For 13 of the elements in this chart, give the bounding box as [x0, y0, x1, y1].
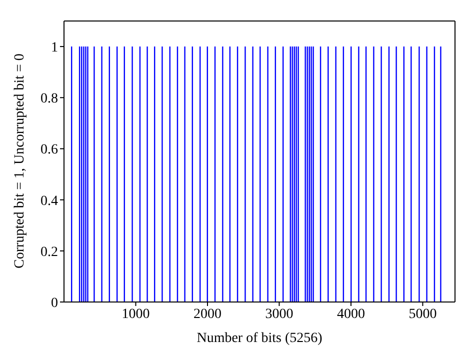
y-tick-label: 0.8	[40, 92, 58, 107]
y-tick-label: 0.6	[40, 142, 58, 158]
x-tick-label: 2000	[193, 306, 222, 322]
x-tick-label: 1000	[122, 306, 150, 322]
y-tick-label: 0	[51, 296, 58, 311]
y-axis-title: Corrupted bit = 1, Uncorrupted bit = 0	[12, 54, 28, 268]
x-tick-label: 5000	[408, 306, 437, 322]
x-tick-label: 3000	[265, 306, 294, 322]
x-axis-title: Number of bits (5256)	[196, 331, 323, 346]
y-tick-label: 1	[51, 40, 58, 56]
x-tick-label: 4000	[336, 306, 365, 322]
y-tick-label: 0.4	[40, 194, 58, 209]
y-tick-label: 0.2	[40, 244, 58, 260]
